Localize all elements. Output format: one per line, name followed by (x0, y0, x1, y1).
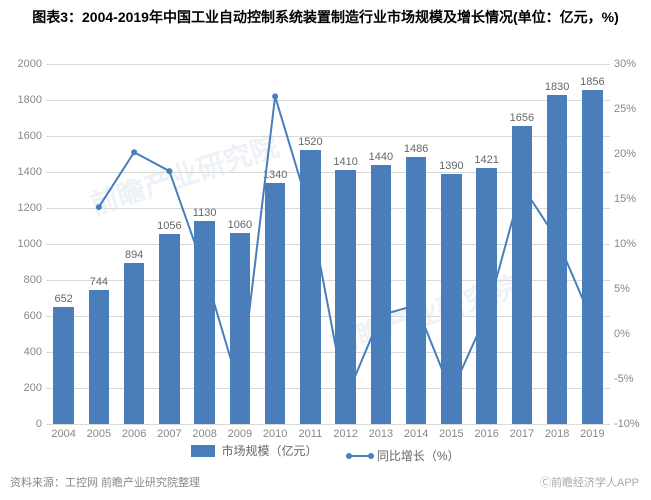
legend: 市场规模（亿元） 同比增长（%） (0, 442, 651, 464)
y2-tick-label: 0% (614, 328, 651, 340)
x-tick-label: 2018 (545, 428, 569, 440)
x-tick-label: 2008 (192, 428, 216, 440)
x-tick-label: 2013 (369, 428, 393, 440)
line-marker (554, 237, 560, 243)
y1-tick-label: 600 (2, 310, 42, 322)
x-tick-label: 2011 (299, 428, 323, 440)
y2-tick-label: 25% (614, 103, 651, 115)
line-marker (131, 149, 137, 155)
y1-tick-label: 1600 (2, 130, 42, 142)
bar-swatch (191, 445, 215, 457)
credit-text: Ⓒ前瞻经济学人APP (540, 474, 639, 490)
line-marker (519, 183, 525, 189)
line-marker (166, 168, 172, 174)
gridline (46, 424, 610, 425)
line-overlay (46, 64, 610, 424)
line-marker (413, 302, 419, 308)
line-marker (307, 210, 313, 216)
line-marker (96, 204, 102, 210)
line-marker (343, 396, 349, 402)
y1-tick-label: 400 (2, 346, 42, 358)
chart-area: 前瞻产业研究院 前瞻产业研究院 020040060080010001200140… (46, 64, 610, 424)
line-marker (484, 311, 490, 317)
y2-tick-label: 5% (614, 283, 651, 295)
y2-tick-label: 20% (614, 148, 651, 160)
x-tick-label: 2016 (474, 428, 498, 440)
line-marker (237, 387, 243, 393)
legend-line-label: 同比增长（%） (377, 447, 460, 464)
y1-tick-label: 2000 (2, 58, 42, 70)
legend-bar-label: 市场规模（亿元） (221, 442, 317, 459)
x-tick-label: 2014 (404, 428, 428, 440)
y2-tick-label: 30% (614, 58, 651, 70)
chart-title: 图表3：2004-2019年中国工业自动控制系统装置制造行业市场规模及增长情况(… (0, 0, 651, 31)
y1-tick-label: 0 (2, 418, 42, 430)
x-tick-label: 2004 (51, 428, 75, 440)
x-tick-label: 2006 (122, 428, 146, 440)
growth-line (99, 96, 593, 398)
legend-bar: 市场规模（亿元） (191, 442, 317, 459)
y2-tick-label: 15% (614, 193, 651, 205)
x-tick-label: 2017 (510, 428, 534, 440)
line-marker (589, 318, 595, 324)
x-tick-label: 2005 (87, 428, 111, 440)
x-tick-label: 2007 (157, 428, 181, 440)
line-marker (272, 93, 278, 99)
y2-tick-label: 10% (614, 238, 651, 250)
y1-tick-label: 200 (2, 382, 42, 394)
x-tick-label: 2012 (333, 428, 357, 440)
line-swatch (349, 455, 371, 457)
x-tick-label: 2010 (263, 428, 287, 440)
x-tick-label: 2019 (580, 428, 604, 440)
line-marker (378, 312, 384, 318)
y1-tick-label: 1800 (2, 94, 42, 106)
x-tick-label: 2015 (439, 428, 463, 440)
x-tick-label: 2009 (228, 428, 252, 440)
source-text: 资料来源：工控网 前瞻产业研究院整理 (10, 474, 200, 490)
y1-tick-label: 1400 (2, 166, 42, 178)
legend-line: 同比增长（%） (349, 447, 460, 464)
line-marker (202, 268, 208, 274)
y2-tick-label: -5% (614, 373, 651, 385)
y1-tick-label: 1000 (2, 238, 42, 250)
y1-tick-label: 1200 (2, 202, 42, 214)
y2-tick-label: -10% (614, 418, 651, 430)
y1-tick-label: 800 (2, 274, 42, 286)
line-marker (448, 390, 454, 396)
